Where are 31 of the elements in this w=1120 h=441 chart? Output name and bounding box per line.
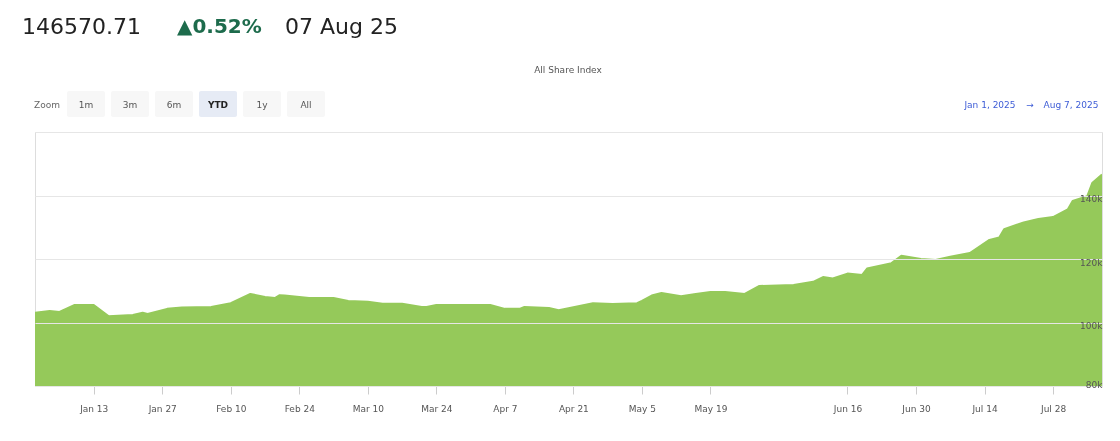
x-tick-label: May 5	[628, 403, 657, 414]
x-tick-label: Mar 10	[352, 403, 385, 414]
x-tick-label: Feb 24	[284, 403, 316, 414]
x-tick-label: Jun 16	[832, 403, 863, 414]
text: 3m	[122, 100, 138, 110]
chart-title: All Share Index	[534, 65, 603, 75]
text: 07 Aug 25	[285, 14, 398, 39]
text: ▲0.52%	[177, 14, 262, 38]
text: 6m	[166, 100, 182, 110]
text: All	[300, 100, 312, 110]
y-tick-label: 140k	[1080, 194, 1104, 204]
text: Jan 1, 2025	[963, 100, 1016, 110]
text: 1m	[78, 100, 94, 110]
y-tick-label: 100k	[1080, 321, 1104, 331]
x-tick-label: Jan 13	[79, 403, 109, 414]
text: Zoom	[34, 100, 60, 110]
x-tick-label: Apr 7	[493, 403, 518, 414]
x-tick-label: May 19	[694, 403, 728, 414]
text: Aug 7, 2025	[1043, 100, 1099, 110]
y-tick-label: 120k	[1080, 257, 1104, 268]
x-tick-label: Apr 21	[558, 403, 589, 414]
text: YTD	[206, 100, 229, 110]
x-tick-label: Jun 30	[901, 403, 931, 414]
text: 1y	[256, 100, 269, 110]
x-tick-label: Jul 28	[1039, 403, 1067, 414]
x-tick-label: Mar 24	[421, 403, 453, 414]
text: →	[1026, 100, 1035, 110]
text: 146570.71	[22, 14, 141, 39]
x-tick-label: Jul 14	[971, 403, 998, 414]
x-tick-label: Jan 27	[147, 403, 177, 414]
x-tick-label: Feb 10	[216, 403, 247, 414]
